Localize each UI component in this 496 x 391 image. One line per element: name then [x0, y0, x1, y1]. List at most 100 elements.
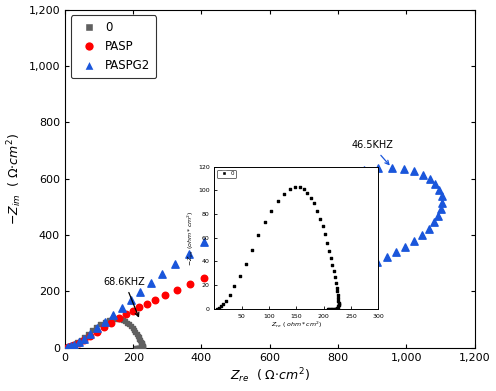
Point — [127, 297, 135, 303]
Point — [131, 344, 139, 351]
Point — [138, 343, 146, 349]
Point — [291, 188, 299, 194]
Point — [100, 324, 108, 330]
Point — [200, 274, 208, 281]
Point — [139, 343, 147, 350]
Point — [130, 327, 138, 333]
Point — [128, 325, 136, 331]
Point — [96, 321, 104, 327]
Legend: 0, PASP, PASPG2: 0, PASP, PASPG2 — [71, 16, 156, 78]
Point — [135, 344, 143, 351]
Point — [62, 344, 70, 351]
Point — [65, 344, 73, 350]
Point — [309, 181, 317, 187]
Point — [355, 213, 363, 220]
Point — [138, 344, 146, 351]
Point — [432, 181, 439, 187]
Point — [248, 253, 256, 259]
Point — [185, 251, 193, 257]
Point — [265, 246, 273, 252]
Point — [329, 249, 337, 255]
Point — [86, 331, 94, 337]
Point — [434, 212, 442, 219]
Point — [344, 237, 352, 244]
Y-axis label: $-Z_{im}$  ( $\Omega{\cdot}cm^2$): $-Z_{im}$ ( $\Omega{\cdot}cm^2$) — [5, 133, 24, 225]
Point — [109, 312, 117, 318]
Point — [374, 165, 382, 171]
Point — [171, 261, 179, 267]
Point — [400, 166, 408, 172]
Point — [131, 329, 139, 335]
Point — [346, 272, 354, 278]
Point — [86, 333, 94, 339]
Point — [360, 167, 368, 173]
Point — [127, 323, 135, 330]
Point — [333, 219, 341, 226]
Point — [322, 223, 330, 229]
Point — [70, 342, 78, 348]
Point — [101, 319, 109, 325]
Point — [80, 336, 88, 343]
Point — [147, 280, 155, 287]
Point — [125, 321, 133, 327]
Point — [136, 289, 144, 295]
Point — [373, 259, 381, 265]
Point — [419, 172, 427, 178]
Point — [137, 338, 145, 344]
Point — [151, 297, 159, 303]
Point — [107, 319, 115, 326]
Point — [410, 238, 418, 244]
X-axis label: $Z_{re}$  ( $\Omega{\cdot}cm^2$): $Z_{re}$ ( $\Omega{\cdot}cm^2$) — [230, 367, 310, 386]
Point — [117, 316, 125, 323]
Point — [305, 267, 312, 274]
Text: 56.3KHZ: 56.3KHZ — [268, 179, 312, 227]
Point — [70, 341, 78, 348]
Point — [382, 254, 390, 260]
Point — [362, 217, 370, 223]
Point — [281, 239, 289, 245]
Point — [355, 268, 363, 274]
Point — [253, 206, 261, 213]
Point — [291, 279, 299, 285]
Point — [217, 228, 225, 234]
Point — [88, 327, 96, 334]
Point — [137, 344, 145, 351]
Point — [62, 344, 70, 351]
Point — [122, 311, 129, 317]
Point — [93, 325, 101, 332]
Point — [133, 332, 141, 339]
Point — [115, 316, 123, 322]
Point — [143, 301, 151, 307]
Point — [364, 264, 372, 270]
Point — [105, 317, 113, 323]
Point — [297, 233, 305, 239]
Point — [186, 281, 194, 287]
Point — [136, 337, 144, 343]
Point — [133, 344, 141, 351]
Point — [77, 337, 85, 343]
Point — [135, 335, 143, 342]
Point — [108, 316, 116, 323]
Point — [388, 165, 396, 171]
Point — [320, 255, 328, 261]
Point — [63, 344, 71, 351]
Point — [392, 249, 400, 255]
Point — [139, 343, 147, 350]
Point — [66, 343, 74, 350]
Point — [67, 343, 75, 350]
Point — [119, 317, 127, 323]
Point — [356, 228, 364, 234]
Point — [137, 339, 145, 346]
Point — [361, 215, 369, 221]
Point — [173, 287, 181, 293]
Point — [327, 175, 335, 181]
Point — [272, 197, 280, 203]
Point — [92, 324, 100, 330]
Point — [425, 225, 433, 231]
Point — [138, 340, 146, 346]
Point — [112, 316, 120, 322]
Point — [359, 214, 367, 220]
Point — [351, 232, 359, 239]
Point — [437, 193, 445, 199]
Point — [64, 344, 72, 350]
